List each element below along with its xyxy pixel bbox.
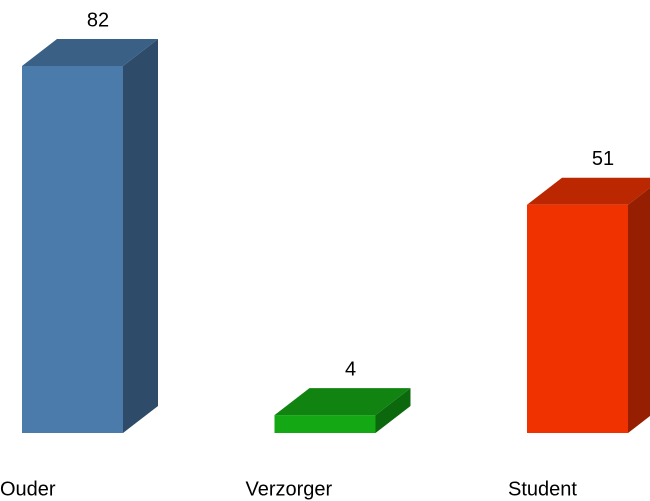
bar-side: [628, 187, 650, 433]
category-label: Student: [508, 478, 577, 500]
bar-top: [22, 39, 158, 66]
value-label: 82: [87, 9, 109, 31]
category-label: Verzorger: [246, 478, 333, 500]
bar-top: [527, 177, 650, 205]
bar: [22, 66, 123, 433]
bar-side: [123, 39, 158, 433]
bar-top: [274, 388, 411, 416]
bar-side: [375, 388, 411, 433]
category-label: Ouder: [0, 478, 56, 500]
bar: [527, 204, 628, 433]
value-label: 4: [345, 358, 356, 380]
value-label: 51: [592, 148, 614, 170]
bar: [274, 415, 376, 433]
